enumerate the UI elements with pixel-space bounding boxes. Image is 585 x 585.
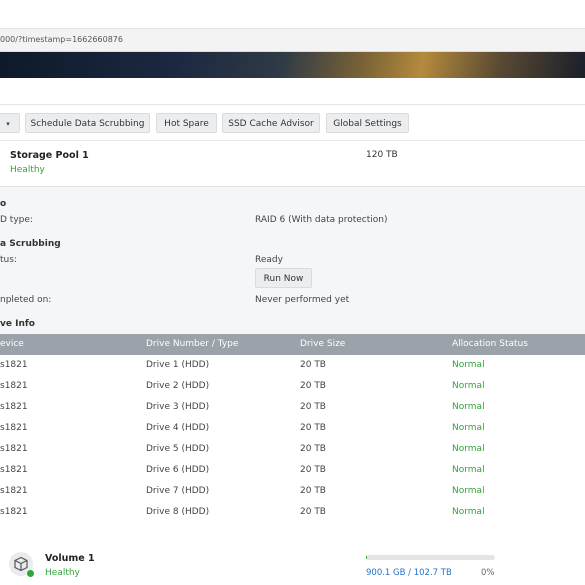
volume-usage-percent: 0% — [481, 568, 495, 578]
allocation-status-cell: Normal — [452, 360, 485, 370]
drive-number-cell: Drive 6 (HDD) — [146, 465, 210, 475]
table-row[interactable]: s1821 Drive 6 (HDD) 20 TB Normal — [0, 460, 585, 482]
table-row[interactable]: s1821 Drive 2 (HDD) 20 TB Normal — [0, 376, 585, 398]
drive-size-cell: 20 TB — [300, 423, 326, 433]
drive-number-cell: Drive 4 (HDD) — [146, 423, 210, 433]
global-settings-button[interactable]: Global Settings — [326, 113, 409, 133]
device-cell: s1821 — [0, 381, 28, 391]
header-banner — [0, 52, 585, 78]
volume-usage-fill — [366, 555, 368, 560]
chevron-down-icon: ▾ — [6, 120, 10, 128]
raid-type-value: RAID 6 (With data protection) — [255, 215, 388, 225]
device-cell: s1821 — [0, 360, 28, 370]
pool-detail-panel: o D type: RAID 6 (With data protection) … — [0, 186, 585, 523]
more-actions-dropdown[interactable]: ▾ — [0, 113, 20, 133]
drive-number-cell: Drive 8 (HDD) — [146, 507, 210, 517]
allocation-status-cell: Normal — [452, 465, 485, 475]
device-cell: s1821 — [0, 444, 28, 454]
column-drive-size[interactable]: Drive Size — [300, 339, 346, 349]
volume-usage-link[interactable]: 900.1 GB / 102.7 TB — [366, 568, 452, 578]
hot-spare-button[interactable]: Hot Spare — [156, 113, 217, 133]
completed-on-value: Never performed yet — [255, 295, 350, 305]
drive-number-cell: Drive 5 (HDD) — [146, 444, 210, 454]
allocation-status-cell: Normal — [452, 507, 485, 517]
column-allocation-status[interactable]: Allocation Status — [452, 339, 528, 349]
table-row[interactable]: s1821 Drive 3 (HDD) 20 TB Normal — [0, 397, 585, 419]
volume-usage-bar — [366, 555, 495, 560]
drive-size-cell: 20 TB — [300, 465, 326, 475]
allocation-status-cell: Normal — [452, 402, 485, 412]
pool-status: Healthy — [10, 165, 45, 175]
allocation-status-cell: Normal — [452, 444, 485, 454]
completed-on-label: npleted on: — [0, 295, 52, 305]
scrubbing-status-label: tus: — [0, 255, 17, 265]
storage-pool-row[interactable]: Storage Pool 1 Healthy 120 TB — [0, 140, 585, 187]
device-cell: s1821 — [0, 423, 28, 433]
drive-size-cell: 20 TB — [300, 360, 326, 370]
browser-top-bar — [0, 0, 585, 29]
volume-row[interactable]: Volume 1 Healthy 900.1 GB / 102.7 TB 0% — [0, 540, 585, 585]
pool-size: 120 TB — [366, 150, 398, 160]
column-drive-number[interactable]: Drive Number / Type — [146, 339, 239, 349]
device-cell: s1821 — [0, 402, 28, 412]
volume-name: Volume 1 — [45, 553, 95, 564]
device-cell: s1821 — [0, 465, 28, 475]
drive-size-cell: 20 TB — [300, 486, 326, 496]
allocation-status-cell: Normal — [452, 381, 485, 391]
address-bar[interactable]: 000/?timestamp=1662660876 — [0, 29, 585, 52]
table-row[interactable]: s1821 Drive 1 (HDD) 20 TB Normal — [0, 355, 585, 377]
device-cell: s1821 — [0, 486, 28, 496]
column-device[interactable]: evice — [0, 339, 24, 349]
drive-number-cell: Drive 3 (HDD) — [146, 402, 210, 412]
drive-info-section-title: ve Info — [0, 319, 35, 329]
drive-table-header: evice Drive Number / Type Drive Size All… — [0, 334, 585, 355]
drive-number-cell: Drive 1 (HDD) — [146, 360, 210, 370]
header-strip — [0, 78, 585, 105]
address-url[interactable]: 000/?timestamp=1662660876 — [0, 35, 123, 44]
drive-size-cell: 20 TB — [300, 444, 326, 454]
run-now-button[interactable]: Run Now — [255, 268, 312, 288]
table-row[interactable]: s1821 Drive 8 (HDD) 20 TB Normal — [0, 502, 585, 523]
allocation-status-cell: Normal — [452, 423, 485, 433]
drive-size-cell: 20 TB — [300, 507, 326, 517]
allocation-status-cell: Normal — [452, 486, 485, 496]
drive-size-cell: 20 TB — [300, 402, 326, 412]
schedule-data-scrubbing-button[interactable]: Schedule Data Scrubbing — [25, 113, 150, 133]
table-row[interactable]: s1821 Drive 4 (HDD) 20 TB Normal — [0, 418, 585, 440]
volume-status: Healthy — [45, 568, 80, 578]
device-cell: s1821 — [0, 507, 28, 517]
raid-type-label: D type: — [0, 215, 33, 225]
healthy-badge-icon — [27, 570, 34, 577]
scrubbing-section-title: a Scrubbing — [0, 239, 61, 249]
pool-name: Storage Pool 1 — [10, 150, 89, 161]
scrubbing-status-value: Ready — [255, 255, 283, 265]
info-section-title: o — [0, 199, 7, 209]
drive-number-cell: Drive 7 (HDD) — [146, 486, 210, 496]
table-row[interactable]: s1821 Drive 7 (HDD) 20 TB Normal — [0, 481, 585, 503]
drive-number-cell: Drive 2 (HDD) — [146, 381, 210, 391]
drive-size-cell: 20 TB — [300, 381, 326, 391]
table-row[interactable]: s1821 Drive 5 (HDD) 20 TB Normal — [0, 439, 585, 461]
ssd-cache-advisor-button[interactable]: SSD Cache Advisor — [222, 113, 320, 133]
